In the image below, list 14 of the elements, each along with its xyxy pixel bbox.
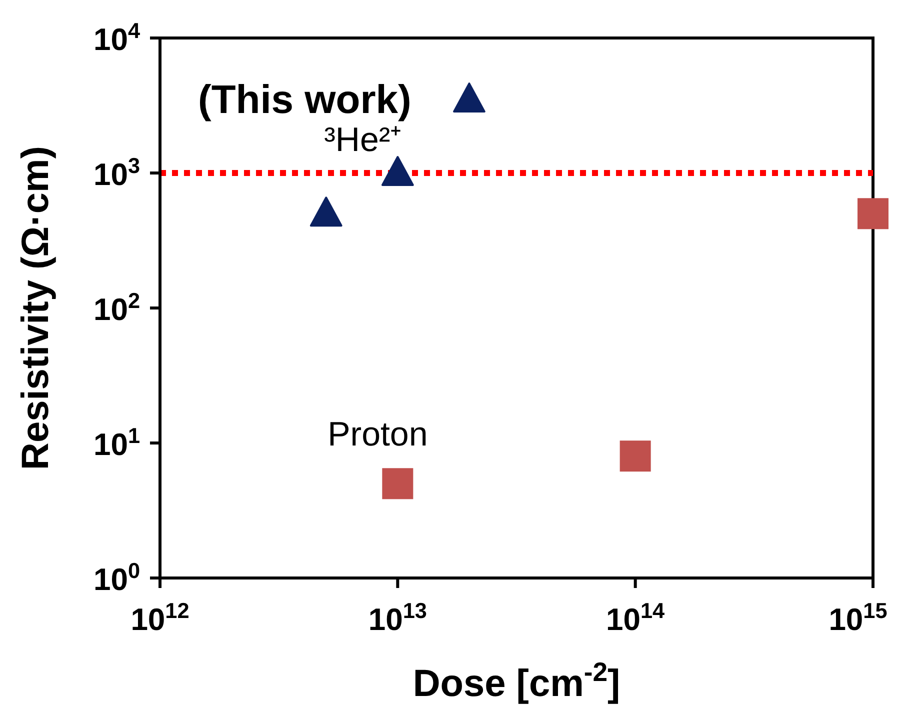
x-tick-label: 10$^{13}$ xyxy=(368,598,427,637)
x-axis-title: Dose [cm$^{-2}$] xyxy=(412,657,620,705)
y-tick-label: 10$^{1}$ xyxy=(93,422,140,462)
x-tick-label: 10$^{14}$ xyxy=(606,598,665,637)
x-tick-label: 10$^{15}$ xyxy=(828,598,888,637)
y-tick-label: 10$^{3}$ xyxy=(93,152,140,192)
series-label: ³He²⁺ xyxy=(324,121,402,159)
y-tick-label: 10$^{0}$ xyxy=(93,558,140,597)
y-tick-label: 10$^{2}$ xyxy=(93,288,140,327)
series-label: Proton xyxy=(328,416,428,454)
y-axis-title: Resistivity (Ω·cm) xyxy=(15,146,57,470)
annotation: (This work) xyxy=(198,78,412,123)
y-tick-label: 10$^{4}$ xyxy=(93,18,140,57)
x-tick-label: 10$^{12}$ xyxy=(130,598,190,637)
